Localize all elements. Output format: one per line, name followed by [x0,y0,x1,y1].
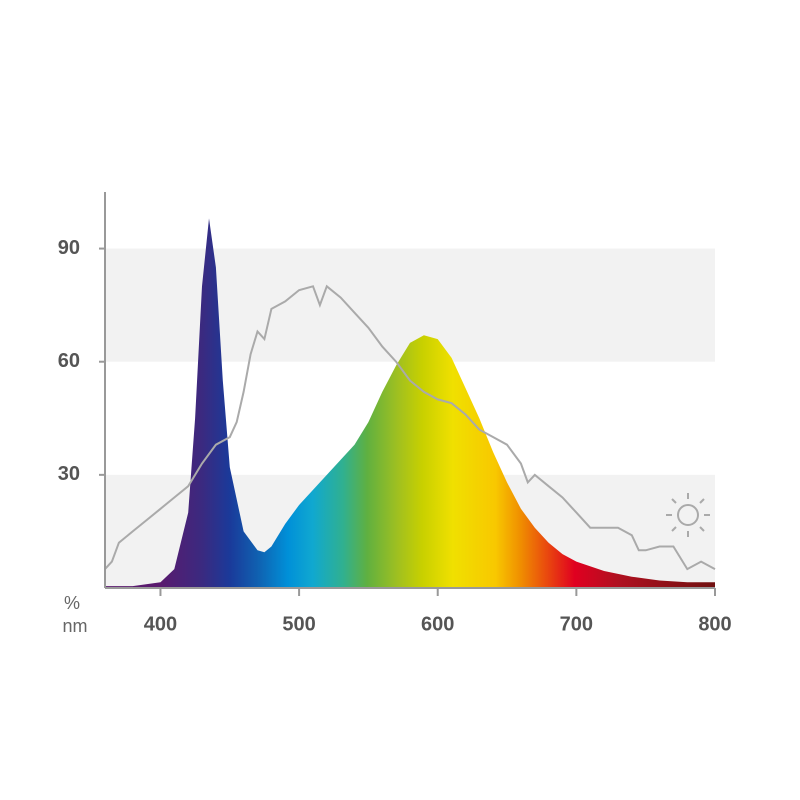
x-tick-label: 400 [144,613,177,635]
y-tick-label: 90 [58,237,80,259]
y-tick-label: 60 [58,350,80,372]
x-tick-label: 500 [282,613,315,635]
sunlight-line [104,284,716,571]
sun-icon [666,493,710,537]
x-tick-label: 600 [421,613,454,635]
y-unit-label: % [64,593,80,613]
x-tick-label: 700 [560,613,593,635]
x-unit-label: nm [62,616,87,636]
spectrum-area [105,218,715,588]
y-tick-label: 30 [58,463,80,485]
x-tick-label: 800 [698,613,731,635]
